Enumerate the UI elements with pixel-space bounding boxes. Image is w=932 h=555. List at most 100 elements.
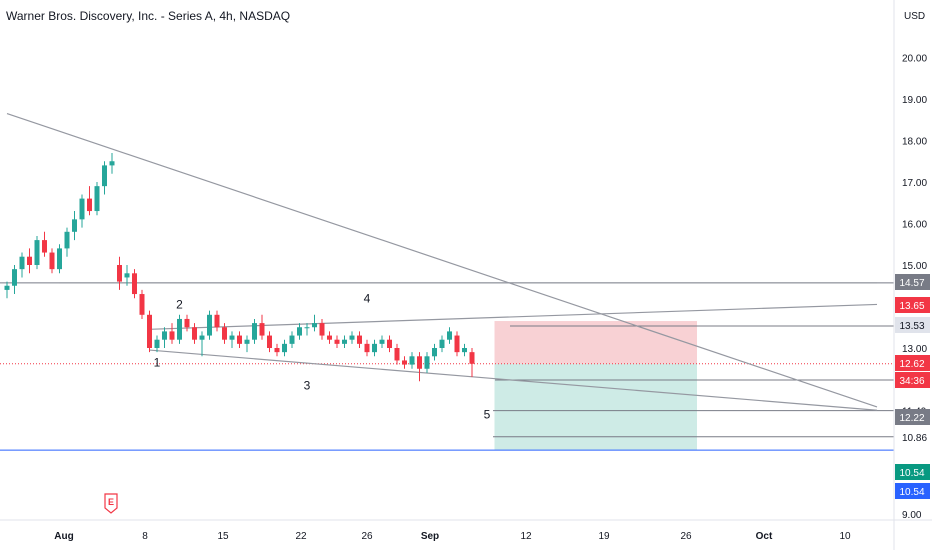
price-tick-label: 16.00 (902, 220, 927, 231)
candle-body (49, 252, 55, 270)
wave-label: 5 (484, 408, 491, 422)
wave-label: 2 (176, 298, 183, 312)
price-tick-label: 17.00 (902, 178, 927, 189)
candle-body (199, 335, 205, 340)
candle-body (402, 360, 407, 365)
time-tick-label: 19 (598, 531, 610, 542)
price-axis-currency: USD (904, 11, 925, 22)
wave-label: 3 (304, 379, 311, 393)
candle-body (12, 269, 17, 286)
candle-body (282, 343, 287, 353)
price-badge (895, 409, 930, 425)
time-tick-label: 22 (295, 531, 307, 542)
candle-body (222, 327, 227, 340)
candle-body (139, 294, 145, 315)
candle-body (432, 348, 437, 357)
earnings-event-icon (104, 493, 118, 514)
candle-body (132, 273, 137, 295)
price-tick-label: 13.00 (902, 344, 927, 355)
time-tick-label: Oct (756, 531, 773, 542)
candle-body (19, 256, 25, 270)
candle-body (454, 335, 460, 353)
price-badge-text: 10.54 (899, 468, 924, 479)
candle-body (312, 323, 317, 328)
candle-body (259, 323, 265, 336)
time-tick-label: Aug (54, 531, 73, 542)
candle-body (87, 198, 92, 212)
candle-body (229, 335, 235, 340)
time-tick-label: 8 (142, 531, 148, 542)
candle-body (154, 339, 160, 348)
time-tick-label: 26 (680, 531, 692, 542)
price-badge (895, 372, 930, 388)
time-tick-label: Sep (421, 531, 439, 542)
candle-body (372, 343, 377, 353)
price-badge (895, 317, 930, 333)
candle-body (342, 339, 347, 344)
time-tick-label: 10 (839, 531, 851, 542)
price-badge-text: 14.57 (899, 278, 924, 289)
candle-body (447, 331, 452, 340)
candle-body (177, 318, 182, 340)
candle-body (439, 339, 445, 348)
wave-label: 4 (364, 291, 371, 305)
price-badge-text: 34:36 (899, 376, 924, 387)
candle-body (289, 335, 295, 344)
candle-body (349, 335, 355, 340)
candle-body (387, 339, 392, 348)
candle-body (237, 335, 242, 344)
candle-body (274, 348, 280, 353)
candle-body (297, 327, 302, 336)
trendline (6, 112, 878, 408)
candle-body (124, 273, 130, 278)
price-tick-label: 10.86 (902, 433, 927, 444)
candle-body (417, 356, 422, 369)
take-profit-zone (494, 363, 697, 451)
price-badge-text: 12.62 (899, 359, 924, 370)
candle-body (244, 339, 250, 344)
candle-body (214, 314, 220, 328)
candle-body (64, 231, 70, 249)
price-badge-text: 10.54 (899, 487, 924, 498)
candle-body (27, 256, 32, 265)
candle-body (327, 335, 332, 340)
price-badge (895, 355, 930, 371)
candle-body (409, 356, 415, 365)
trendline (149, 303, 878, 330)
candle-body (304, 327, 310, 329)
candle-body (34, 240, 40, 265)
candle-body (184, 318, 190, 328)
trendline (149, 349, 878, 411)
candle-body (394, 348, 400, 361)
price-tick-label: 9.00 (902, 510, 922, 521)
price-badge (895, 464, 930, 480)
price-badge-text: 12.22 (899, 413, 924, 424)
candle-body (169, 331, 175, 340)
candle-body (109, 161, 115, 166)
time-tick-label: 26 (361, 531, 373, 542)
wave-label: 1 (154, 356, 161, 370)
price-tick-label: 15.00 (902, 261, 927, 272)
candle-body (319, 323, 325, 336)
candle-body (102, 165, 107, 187)
event-marker-label: E (108, 497, 114, 507)
price-tick-label: 20.00 (902, 54, 927, 65)
price-badge (895, 483, 930, 499)
price-badge-text: 13.65 (899, 301, 924, 312)
candle-body (424, 356, 430, 369)
candle-body (364, 343, 370, 353)
candle-body (334, 339, 340, 344)
candle-body (79, 198, 85, 220)
candle-body (192, 327, 197, 340)
candle-body (94, 186, 100, 212)
candle-body (42, 240, 47, 253)
candle-body (267, 335, 272, 348)
candle-body (72, 219, 77, 232)
time-tick-label: 15 (217, 531, 229, 542)
candle-body (162, 331, 167, 340)
candle-body (357, 335, 362, 344)
candle-body (147, 314, 152, 348)
candle-body (207, 314, 212, 336)
